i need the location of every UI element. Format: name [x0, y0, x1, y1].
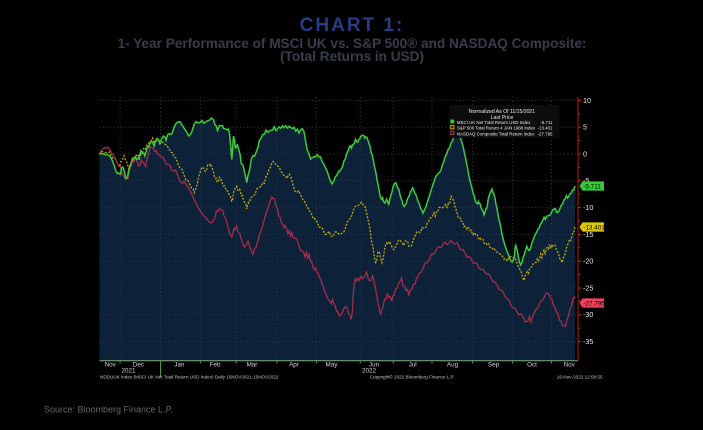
- svg-text:Jul: Jul: [409, 362, 417, 369]
- svg-text:-13.401: -13.401: [583, 224, 605, 231]
- svg-text:2021: 2021: [121, 367, 136, 374]
- svg-text:Sep: Sep: [488, 362, 500, 369]
- svg-text:-5.711: -5.711: [540, 120, 553, 125]
- svg-text:(Total Returns in USD): (Total Returns in USD): [280, 49, 424, 64]
- svg-text:Copyright© 2022 Bloomberg Fina: Copyright© 2022 Bloomberg Finance L.P.: [370, 374, 455, 380]
- svg-text:Apr: Apr: [289, 362, 299, 369]
- svg-text:Jan: Jan: [174, 362, 185, 369]
- svg-text:MSCI UK Net Total Return USD I: MSCI UK Net Total Return USD Index: [457, 120, 531, 125]
- svg-text:-13.401: -13.401: [538, 126, 553, 131]
- svg-text:-5: -5: [583, 176, 589, 185]
- svg-text:10: 10: [583, 96, 591, 105]
- svg-text:CHART 1:: CHART 1:: [300, 15, 405, 36]
- svg-text:NASDAQ Composite Total Return: NASDAQ Composite Total Return Index: [457, 131, 535, 136]
- svg-text:NDDUUK Index (MSCI UK Net Tota: NDDUUK Index (MSCI UK Net Total Return U…: [100, 375, 279, 380]
- svg-text:Last Price: Last Price: [491, 115, 514, 121]
- svg-text:Normalized As Of 11/15/2021: Normalized As Of 11/15/2021: [469, 109, 535, 115]
- svg-text:-30: -30: [583, 310, 593, 319]
- svg-text:-5.711: -5.711: [583, 183, 601, 190]
- svg-text:1- Year Performance of MSCI UK: 1- Year Performance of MSCI UK vs. S&P 5…: [118, 36, 587, 51]
- svg-text:2022: 2022: [362, 367, 377, 374]
- svg-text:-10: -10: [583, 203, 593, 212]
- svg-text:-27.795: -27.795: [583, 300, 605, 307]
- svg-text:-25: -25: [583, 283, 593, 292]
- svg-text:0: 0: [583, 149, 587, 158]
- svg-text:Feb: Feb: [210, 362, 221, 369]
- svg-text:-20: -20: [583, 257, 593, 266]
- svg-text:Dec: Dec: [133, 362, 144, 369]
- svg-text:-15: -15: [583, 230, 593, 239]
- svg-text:S&P 500 Total Return 4 JAN 198: S&P 500 Total Return 4 JAN 1988 Index: [457, 126, 536, 131]
- svg-text:Nov: Nov: [105, 362, 117, 369]
- svg-text:Oct: Oct: [527, 362, 537, 369]
- svg-text:-35: -35: [583, 337, 593, 346]
- svg-text:May: May: [326, 362, 339, 369]
- svg-text:-27.795: -27.795: [538, 131, 553, 136]
- svg-text:Source: Bloomberg Finance L.P.: Source: Bloomberg Finance L.P.: [44, 405, 173, 415]
- svg-text:Aug: Aug: [447, 362, 459, 369]
- svg-text:Nov: Nov: [564, 362, 576, 369]
- svg-text:16-Nov-2022 12:58:55: 16-Nov-2022 12:58:55: [557, 375, 603, 380]
- svg-text:Mar: Mar: [247, 362, 258, 369]
- svg-text:Jun: Jun: [369, 362, 380, 369]
- svg-text:5: 5: [583, 123, 587, 132]
